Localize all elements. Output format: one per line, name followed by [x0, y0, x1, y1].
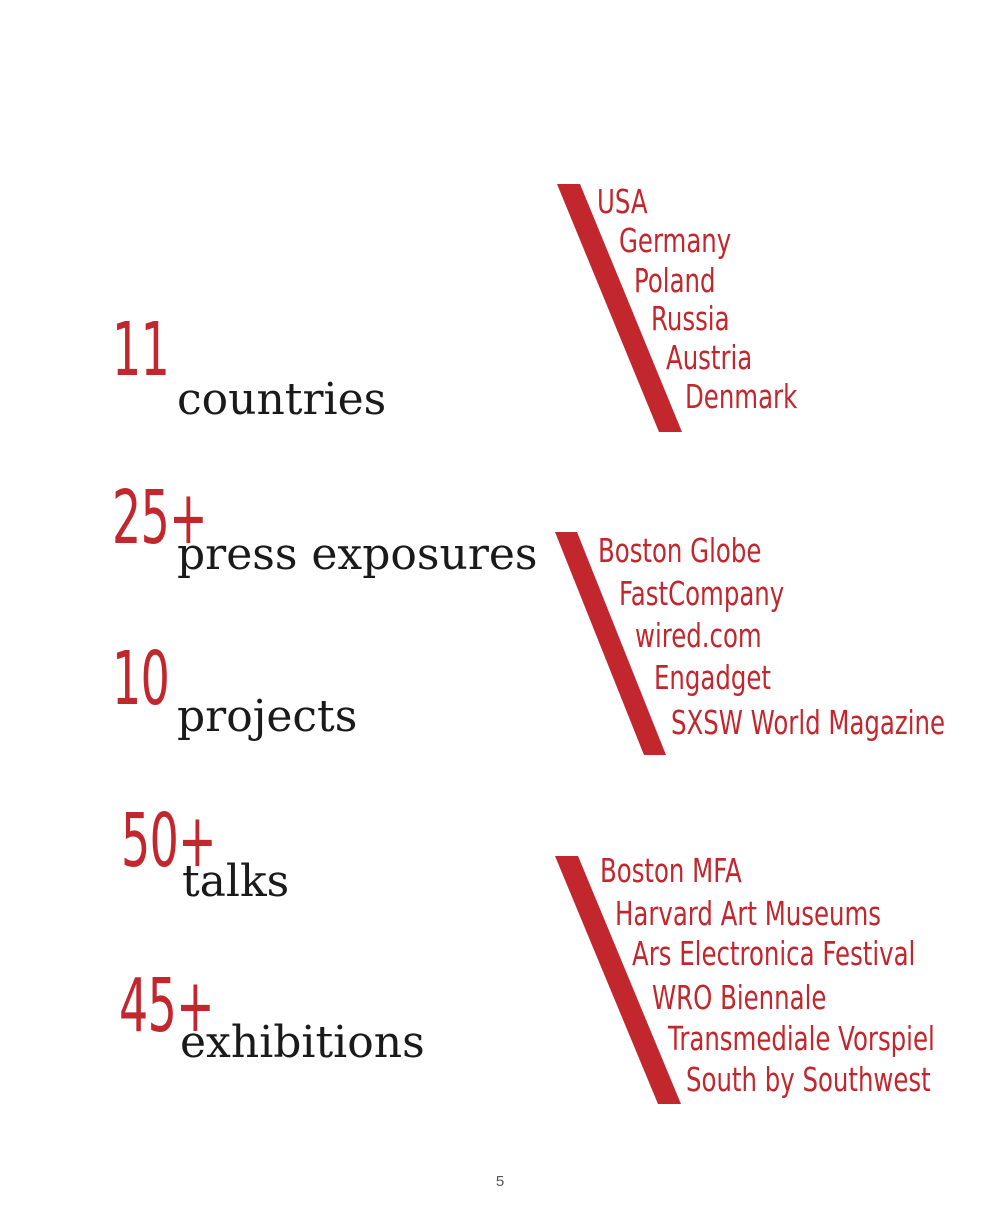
press-item: Boston Globe: [598, 531, 762, 570]
venue-item: WRO Biennale: [652, 978, 827, 1017]
country-item: USA: [597, 182, 648, 221]
press-item: wired.com: [635, 616, 762, 655]
stat-number-projects: 10: [112, 636, 170, 722]
stat-number-press: 25+: [112, 475, 208, 561]
press-item: Engadget: [654, 658, 771, 697]
venue-item: Harvard Art Museums: [615, 894, 882, 933]
diagonal-bar-countries: [557, 184, 682, 432]
stat-label-countries: countries: [177, 374, 387, 425]
venue-item: Boston MFA: [600, 851, 742, 890]
stat-label-press: press exposures: [177, 529, 538, 580]
stat-number-countries: 11: [112, 307, 170, 393]
country-item: Denmark: [685, 377, 798, 416]
stat-number-exhibitions: 45+: [119, 963, 215, 1049]
venue-item: Transmediale Vorspiel: [668, 1019, 935, 1058]
press-item: SXSW World Magazine: [671, 703, 945, 742]
country-item: Germany: [619, 221, 732, 260]
diagonal-bar-press: [555, 532, 666, 755]
venue-item: Ars Electronica Festival: [632, 934, 916, 973]
diagonal-bar-venues: [555, 856, 681, 1104]
stat-label-projects: projects: [177, 691, 358, 742]
country-item: Austria: [666, 338, 753, 377]
stat-number-talks: 50+: [121, 798, 217, 884]
venue-item: South by Southwest: [686, 1060, 931, 1099]
stat-label-exhibitions: exhibitions: [180, 1017, 425, 1068]
country-item: Poland: [634, 261, 716, 300]
country-item: Russia: [651, 299, 730, 338]
page-number: 5: [495, 1173, 505, 1190]
press-item: FastCompany: [619, 574, 785, 613]
stat-label-talks: talks: [182, 856, 290, 907]
